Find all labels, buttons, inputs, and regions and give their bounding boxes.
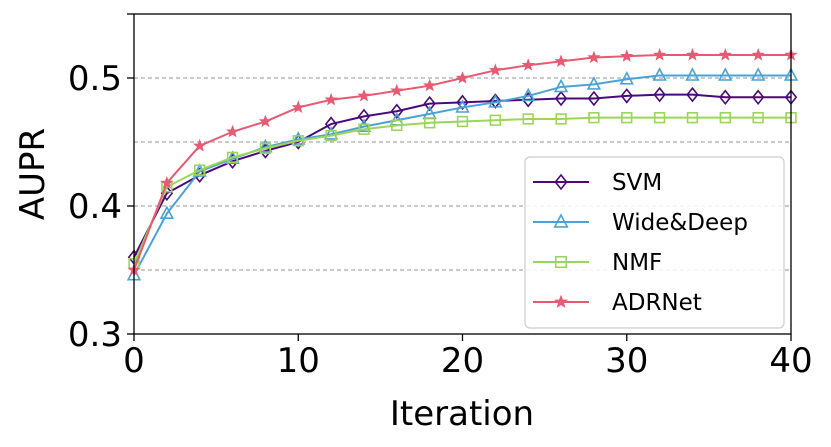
data-point: [323, 126, 339, 140]
data-point: [390, 83, 404, 97]
data-point: [685, 67, 700, 81]
data-point: [194, 164, 206, 176]
data-point: [719, 112, 731, 124]
data-point: [291, 131, 306, 145]
data-point: [718, 48, 732, 61]
data-point: [587, 50, 601, 64]
x-tick-label: 40: [769, 341, 812, 381]
data-point: [192, 163, 207, 177]
data-point: [553, 78, 569, 93]
legend-item: SVM: [533, 170, 662, 196]
data-point: [752, 112, 764, 124]
data-point: [653, 86, 666, 103]
x-tick-label: 30: [605, 341, 648, 381]
data-point: [357, 108, 371, 125]
data-point: [423, 78, 437, 92]
data-point: [391, 119, 403, 132]
y-axis-title: AUPR: [13, 128, 53, 220]
legend-label: ADRNet: [612, 290, 702, 316]
data-point: [587, 90, 601, 107]
legend: SVM Wide&Deep NMF ADRNet: [524, 156, 785, 329]
data-point: [751, 89, 765, 105]
data-point: [357, 88, 371, 102]
data-point: [686, 86, 699, 103]
data-point: [620, 49, 634, 62]
data-point: [619, 71, 634, 85]
data-point: [718, 67, 733, 81]
x-tick-label: 0: [123, 341, 145, 381]
legend-marker: [553, 213, 569, 228]
data-point: [291, 100, 305, 114]
data-point: [686, 112, 699, 124]
legend-box: [524, 156, 785, 329]
data-point: [258, 138, 273, 153]
data-point: [390, 103, 404, 120]
data-point: [455, 71, 470, 84]
legend-item: NMF: [533, 250, 662, 276]
data-point: [423, 117, 436, 129]
data-point: [324, 92, 338, 106]
legend-marker: [554, 173, 568, 191]
data-point: [259, 142, 272, 155]
axis-ticks: 0 10 20 30 40 0.3 0.4 0.5: [68, 13, 813, 381]
data-point: [358, 123, 370, 135]
data-point: [653, 112, 666, 124]
data-point: [719, 89, 732, 105]
data-point: [555, 113, 567, 125]
data-point: [621, 112, 633, 124]
data-point: [750, 67, 766, 81]
x-axis-title: Iteration: [390, 394, 534, 434]
series-adrnet: [127, 48, 798, 276]
legend-item: Wide&Deep: [533, 210, 748, 236]
data-point: [521, 87, 536, 102]
y-tick-label: 0.5: [68, 59, 122, 99]
legend-label: SVM: [612, 170, 662, 196]
y-tick-label: 0.4: [68, 187, 122, 227]
legend-label: NMF: [612, 250, 662, 276]
data-point: [488, 94, 503, 108]
data-point: [455, 99, 470, 113]
x-tick-label: 10: [277, 341, 320, 381]
data-point: [685, 48, 700, 61]
data-point: [193, 138, 207, 152]
data-point: [258, 114, 272, 128]
data-point: [620, 88, 633, 104]
data-point: [160, 176, 174, 189]
data-point: [586, 76, 602, 90]
data-point: [226, 151, 239, 164]
y-tick-label: 0.3: [68, 315, 122, 355]
legend-item: ADRNet: [533, 290, 702, 316]
data-point: [588, 112, 600, 124]
data-point: [225, 124, 240, 138]
legend-label: Wide&Deep: [612, 210, 748, 236]
data-point: [489, 114, 502, 126]
data-point: [554, 54, 568, 67]
data-point: [456, 115, 469, 128]
legend-marker: [553, 294, 569, 309]
data-point: [325, 129, 337, 142]
data-point: [652, 67, 667, 81]
data-point: [356, 118, 372, 132]
x-tick-label: 20: [441, 341, 484, 381]
series-nmf: [128, 112, 797, 270]
data-point: [751, 48, 765, 61]
data-point: [522, 113, 534, 125]
data-point: [159, 205, 175, 220]
data-point: [423, 95, 436, 112]
data-point: [488, 63, 502, 76]
series-line: [133, 116, 791, 264]
data-point: [521, 58, 535, 71]
data-point: [653, 48, 667, 61]
legend-marker: [554, 255, 568, 269]
data-point: [456, 94, 469, 111]
data-point: [554, 90, 568, 107]
data-point: [292, 135, 304, 147]
